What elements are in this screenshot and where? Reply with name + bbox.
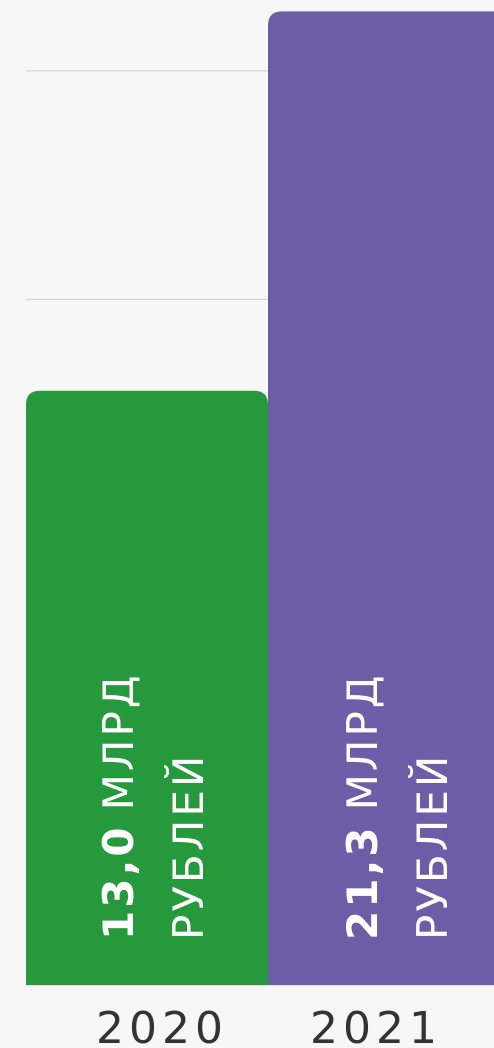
unit-word: МЛРД bbox=[338, 672, 387, 810]
bar bbox=[26, 390, 268, 985]
value-label: 21,3 МЛРД bbox=[338, 672, 387, 940]
x-tick-label: 2021 bbox=[310, 1003, 442, 1048]
unit-word: РУБЛЕЙ bbox=[407, 753, 457, 940]
unit-word: РУБЛЕЙ bbox=[163, 753, 213, 940]
value-label: 13,0 МЛРД bbox=[94, 672, 143, 940]
unit-word: МЛРД bbox=[94, 672, 143, 810]
value-number: 21,3 bbox=[338, 824, 387, 940]
bar bbox=[268, 11, 494, 985]
value-number: 13,0 bbox=[94, 824, 143, 940]
x-tick-label: 2020 bbox=[96, 1003, 228, 1048]
